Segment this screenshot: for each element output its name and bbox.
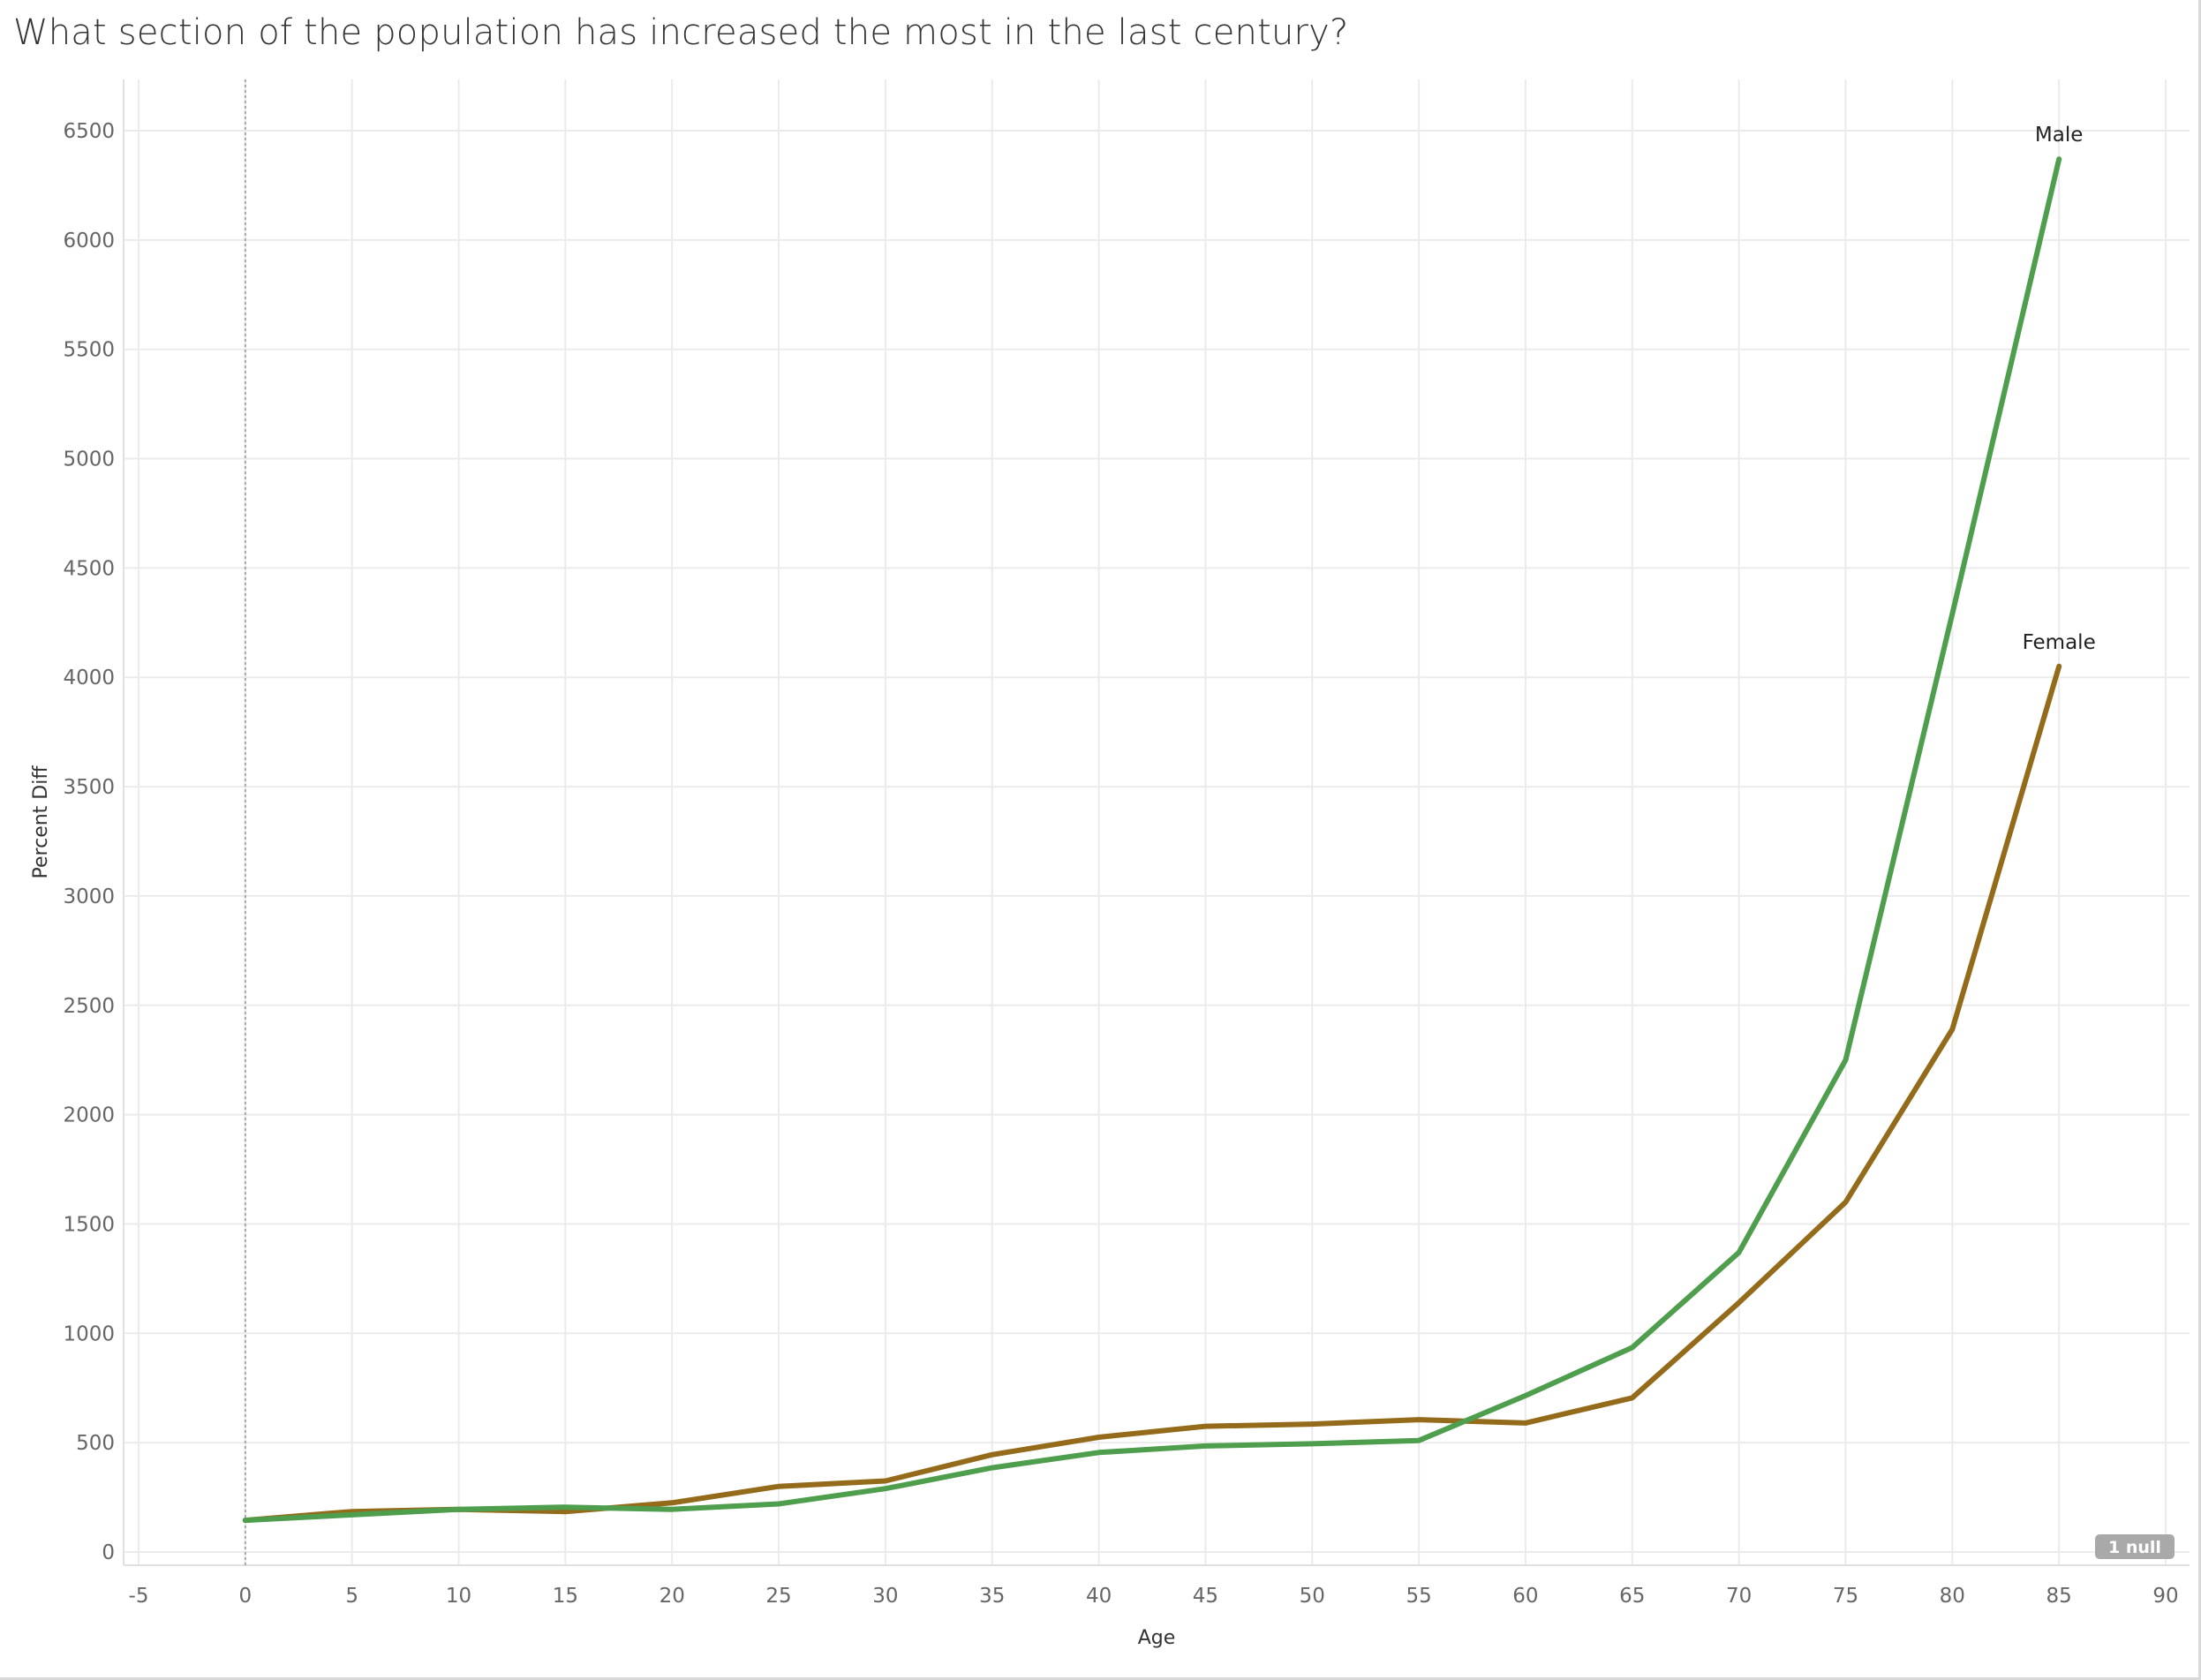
x-tick-label: 0 (239, 1585, 253, 1608)
null-indicator[interactable]: 1 null (2095, 1534, 2175, 1559)
x-axis-label: Age (1138, 1627, 1176, 1649)
x-tick-label: 75 (1833, 1585, 1858, 1608)
y-tick-label: 4000 (63, 667, 115, 689)
y-tick-label: 6500 (63, 120, 115, 143)
series-labels: Male Female (2023, 124, 2096, 654)
x-axis-ticks: -5 0 5 10 15 20 25 30 35 40 45 50 55 60 65 70 75 80 85 90 (129, 1585, 2179, 1608)
x-tick-label: 40 (1086, 1585, 1112, 1608)
null-badge[interactable] (2095, 1534, 2175, 1559)
null-badge-text: 1 null (2108, 1538, 2161, 1557)
x-tick-label: 50 (1300, 1585, 1325, 1608)
series-layer (242, 156, 2062, 1524)
series-label-female: Female (2023, 631, 2096, 654)
series-label-male: Male (2035, 124, 2083, 147)
x-tick-label: 20 (660, 1585, 685, 1608)
x-tick-label: 35 (979, 1585, 1005, 1608)
x-tick-label: 55 (1406, 1585, 1431, 1608)
y-tick-label: 6000 (63, 230, 115, 252)
x-tick-label: 70 (1726, 1585, 1752, 1608)
y-tick-label: 1000 (63, 1322, 115, 1345)
y-tick-label: 5000 (63, 448, 115, 471)
x-tick-label: 30 (872, 1585, 898, 1608)
y-tick-label: 0 (102, 1541, 115, 1564)
y-tick-label: 5500 (63, 339, 115, 362)
series-line-male[interactable] (242, 156, 2062, 1524)
x-tick-label: 5 (345, 1585, 358, 1608)
x-tick-label: 90 (2152, 1585, 2178, 1608)
chart-title: What section of the population has incre… (13, 12, 1349, 53)
x-tick-label: 60 (1512, 1585, 1538, 1608)
y-tick-label: 3500 (63, 776, 115, 799)
y-tick-label: 4500 (63, 557, 115, 580)
x-tick-label: 25 (765, 1585, 791, 1608)
x-tick-label: 10 (446, 1585, 471, 1608)
x-tick-label: 85 (2046, 1585, 2072, 1608)
series-line-female[interactable] (242, 663, 2062, 1524)
y-tick-label: 2500 (63, 995, 115, 1018)
y-tick-label: 500 (76, 1432, 115, 1455)
y-axis-ticks: 0 500 1000 1500 2000 2500 3000 3500 4000 4500 5000… (63, 120, 115, 1564)
x-tick-label: 65 (1619, 1585, 1645, 1608)
frame-edge-right (2198, 0, 2201, 1680)
y-axis-label: Percent Diff (30, 765, 52, 879)
x-tick-label: 45 (1193, 1585, 1218, 1608)
grid-lines (123, 79, 2190, 1566)
y-tick-label: 2000 (63, 1104, 115, 1127)
x-tick-label: 15 (553, 1585, 578, 1608)
y-tick-label: 1500 (63, 1213, 115, 1236)
x-tick-label: 80 (1940, 1585, 1965, 1608)
y-tick-label: 3000 (63, 885, 115, 908)
frame-edge-bottom (0, 1677, 2201, 1680)
x-tick-label: -5 (129, 1585, 149, 1608)
